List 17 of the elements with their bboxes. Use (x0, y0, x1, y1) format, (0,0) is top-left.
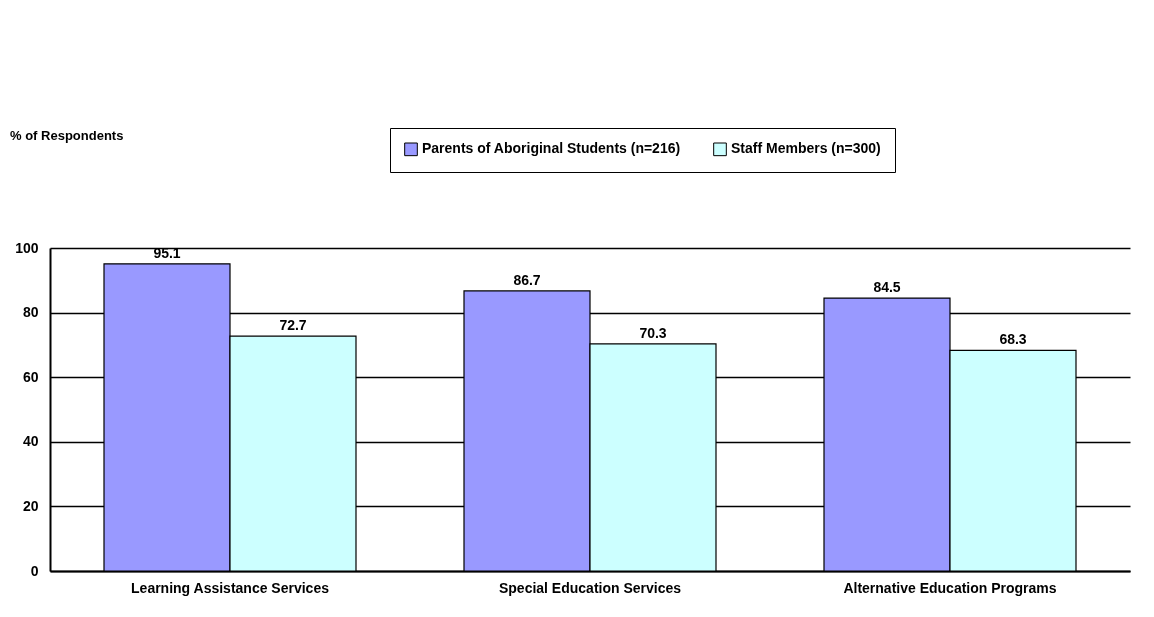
y-tick-label: 0 (30, 562, 39, 579)
legend-label: Parents of Aboriginal Students (n=216) (422, 140, 681, 157)
data-label: 70.3 (639, 324, 667, 341)
y-tick-label: 20 (22, 497, 39, 514)
data-label: 68.3 (999, 331, 1027, 348)
y-tick-label: 40 (22, 433, 39, 450)
data-label: 84.5 (873, 279, 901, 296)
y-tick-label: 60 (22, 368, 39, 385)
legend-label: Staff Members (n=300) (731, 140, 881, 157)
y-tick-label: 100 (15, 239, 39, 256)
x-tick-label: Alternative Education Programs (843, 579, 1057, 596)
x-tick-label: Special Education Services (498, 579, 682, 596)
y-tick-label: 80 (22, 304, 39, 321)
data-label: 86.7 (513, 271, 541, 288)
data-label: 72.7 (279, 317, 307, 334)
text: % of Respondents (10, 128, 124, 143)
x-tick-label: Learning Assistance Services (131, 579, 330, 596)
